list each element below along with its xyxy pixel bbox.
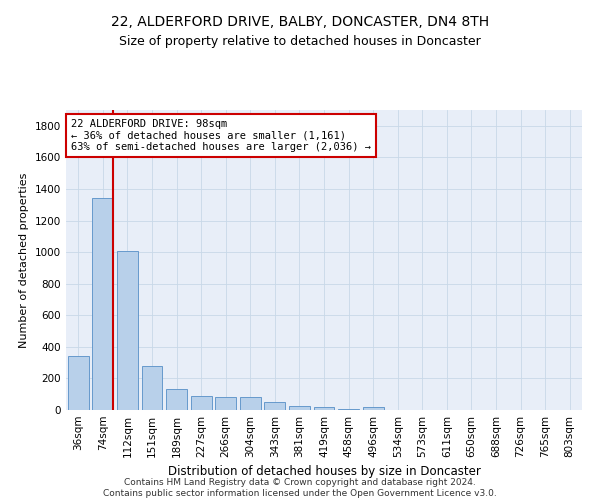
- Text: 22, ALDERFORD DRIVE, BALBY, DONCASTER, DN4 8TH: 22, ALDERFORD DRIVE, BALBY, DONCASTER, D…: [111, 15, 489, 29]
- X-axis label: Distribution of detached houses by size in Doncaster: Distribution of detached houses by size …: [167, 466, 481, 478]
- Y-axis label: Number of detached properties: Number of detached properties: [19, 172, 29, 348]
- Bar: [314, 407, 334, 410]
- Text: 22 ALDERFORD DRIVE: 98sqm
← 36% of detached houses are smaller (1,161)
63% of se: 22 ALDERFORD DRIVE: 98sqm ← 36% of detac…: [71, 119, 371, 152]
- Text: Size of property relative to detached houses in Doncaster: Size of property relative to detached ho…: [119, 35, 481, 48]
- Bar: [117, 250, 138, 410]
- Bar: [215, 396, 236, 410]
- Bar: [362, 407, 383, 410]
- Bar: [166, 390, 187, 410]
- Bar: [240, 398, 261, 410]
- Text: Contains HM Land Registry data © Crown copyright and database right 2024.
Contai: Contains HM Land Registry data © Crown c…: [103, 478, 497, 498]
- Bar: [191, 396, 212, 410]
- Bar: [92, 198, 113, 410]
- Bar: [338, 409, 359, 410]
- Bar: [142, 366, 163, 410]
- Bar: [265, 402, 286, 410]
- Bar: [68, 356, 89, 410]
- Bar: [289, 406, 310, 410]
